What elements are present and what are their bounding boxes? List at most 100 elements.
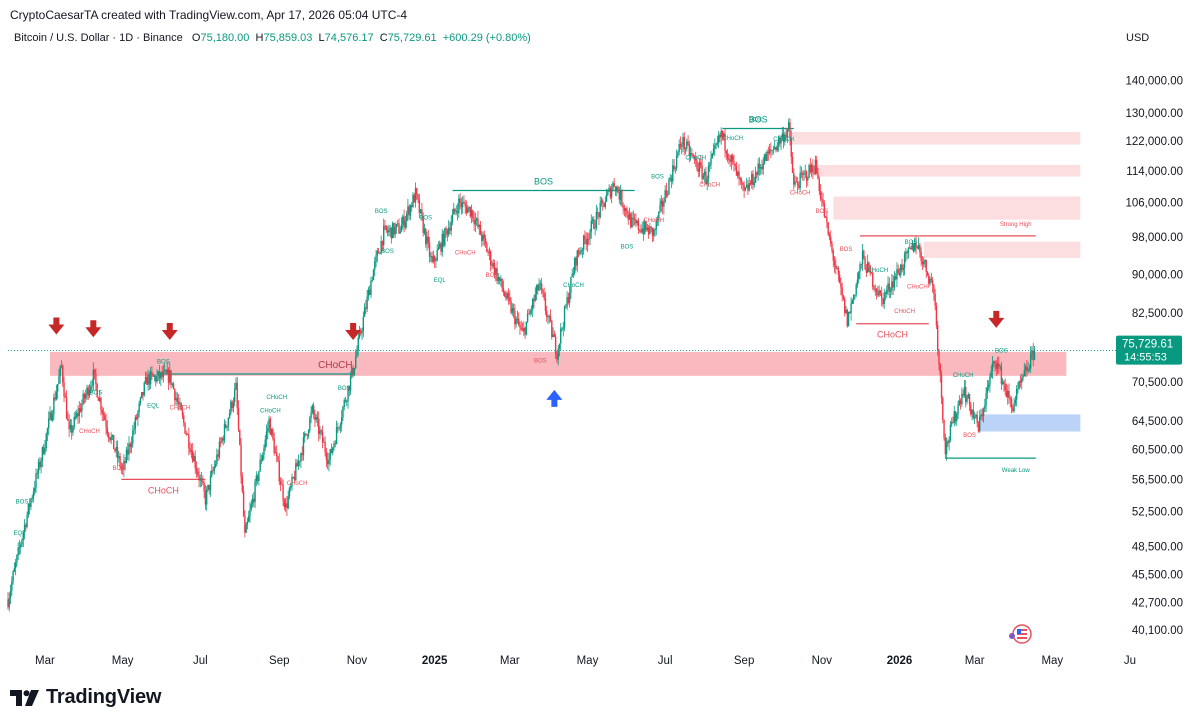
- price-axis[interactable]: 140,000.00 130,000.00 122,000.00 114,000.00…: [1125, 75, 1183, 637]
- currency-label[interactable]: USD: [1126, 32, 1150, 44]
- candle-body-2025-11-05: [826, 217, 828, 223]
- candle-body-2025-07-25: [695, 158, 697, 161]
- symbol-title[interactable]: Bitcoin / U.S. Dollar · 1D · Binance: [14, 32, 183, 44]
- candle-body-2025-08-09: [714, 145, 716, 149]
- candle-body-2024-08-11: [251, 498, 254, 505]
- candle-body-2024-09-08: [287, 496, 289, 509]
- candle-body-2024-07-23: [227, 417, 230, 427]
- candle-body-2024-02-23: [35, 473, 37, 489]
- candle-body-2024-12-05: [399, 231, 401, 234]
- candle-body-2025-10-31: [819, 191, 822, 199]
- candle-body-2025-10-09: [791, 156, 794, 173]
- candle-body-2025-06-13: [641, 228, 643, 233]
- annotation-31: CHoCH: [868, 268, 889, 274]
- candle-body-2025-02-25: [503, 292, 506, 297]
- candle-body-2025-11-11: [833, 260, 836, 266]
- low-label: L: [318, 32, 325, 44]
- candle-body-2024-08-24: [268, 418, 270, 428]
- candle-body-2025-01-01: [433, 256, 436, 262]
- candle-body-2025-07-20: [688, 144, 691, 156]
- candle-body-2024-11-08: [365, 307, 367, 309]
- candle-body-2025-12-16: [878, 290, 880, 296]
- candle-body-2024-02-26: [39, 461, 41, 468]
- candle-body-2024-07-29: [235, 382, 237, 390]
- candle-body-2025-09-03: [745, 184, 748, 188]
- tradingview-logo[interactable]: TradingView: [10, 686, 161, 709]
- candle-body-2024-04-07: [91, 385, 93, 387]
- candle-body-2024-06-16: [180, 403, 182, 411]
- candle-body-2025-03-31: [547, 316, 549, 318]
- candle-body-2026-01-18: [920, 252, 922, 261]
- flag-icon[interactable]: [1009, 624, 1032, 644]
- candle-body-2024-02-29: [42, 447, 45, 454]
- time-axis[interactable]: Mar May Jul Sep Nov 2025 Mar May Jul Sep Nov 2026 Ma…: [35, 655, 1136, 667]
- candle-body-2024-03-16: [63, 382, 65, 397]
- candle-body-2026-04-15: [1031, 350, 1033, 354]
- candle-body-2025-12-13: [874, 288, 876, 290]
- candle-body-2025-09-19: [766, 151, 768, 161]
- candle-body-2025-08-04: [707, 166, 710, 180]
- candle-body-2026-04-08: [1022, 376, 1024, 379]
- candle-body-2024-11-07: [363, 307, 366, 317]
- candle-body-2025-02-23: [501, 278, 503, 289]
- candle-body-2026-02-21: [963, 386, 966, 396]
- candle-body-2025-09-25: [773, 147, 776, 150]
- candle-body-2025-06-24: [655, 219, 657, 230]
- annotation-8: CHoCH: [260, 408, 281, 414]
- y-tick-5: 98,000.00: [1132, 232, 1183, 244]
- candle-body-2024-02-05: [12, 571, 14, 582]
- candle-body-2025-06-08: [635, 219, 637, 224]
- candle-body-2024-07-19: [222, 438, 224, 441]
- candle-body-2026-02-23: [966, 398, 968, 402]
- candle-body-2024-02-27: [40, 460, 42, 468]
- candle-body-2026-03-08: [982, 408, 985, 417]
- candle-body-2024-04-01: [83, 393, 86, 399]
- candle-body-2024-06-01: [161, 372, 163, 377]
- candle-body-2024-02-13: [22, 532, 24, 540]
- candle-body-2025-10-30: [818, 179, 820, 192]
- candle-body-2026-04-03: [1015, 389, 1018, 400]
- candle-body-2025-10-16: [800, 172, 803, 174]
- candle-body-2024-09-10: [290, 486, 292, 488]
- candle-body-2025-08-07: [711, 153, 713, 159]
- candle-body-2026-02-06: [944, 437, 947, 455]
- candle-body-2024-09-17: [298, 460, 301, 462]
- candle-body-2025-07-31: [702, 175, 705, 179]
- candle-body-2024-10-10: [328, 459, 330, 465]
- candle-body-2025-08-22: [730, 155, 733, 162]
- candle-body-2025-01-06: [440, 243, 442, 252]
- candle-body-2024-03-25: [74, 416, 77, 418]
- candle-body-2024-10-09: [326, 459, 329, 465]
- candle-body-2024-03-28: [78, 408, 81, 417]
- price-tag-countdown: 14:55:53: [1124, 352, 1167, 364]
- candle-body-2025-04-01: [548, 316, 550, 317]
- candle-body-2025-03-10: [520, 327, 522, 330]
- candle-body-2024-02-25: [37, 461, 40, 474]
- candle-body-2025-06-30: [663, 202, 665, 207]
- candle-body-2025-10-08: [790, 137, 792, 157]
- candle-body-2024-09-29: [314, 414, 316, 421]
- candle-body-2026-03-14: [990, 370, 992, 377]
- candle-body-2026-02-26: [970, 404, 972, 415]
- candle-body-2026-02-03: [940, 374, 943, 398]
- candle-body-2025-05-07: [594, 227, 596, 229]
- candle-body-2024-04-29: [119, 456, 121, 467]
- candle-body-2024-02-02: [8, 598, 10, 608]
- candle-body-2025-07-21: [689, 153, 692, 156]
- candle-body-2025-09-02: [744, 187, 747, 191]
- candle-body-2025-08-18: [725, 150, 727, 154]
- candle-body-2026-01-30: [935, 305, 938, 326]
- candle-body-2024-11-01: [356, 350, 358, 357]
- candle-body-2024-06-07: [169, 370, 171, 383]
- candle-body-2026-03-09: [984, 405, 986, 409]
- candle-body-2025-03-14: [525, 321, 528, 335]
- candle-body-2026-01-15: [916, 247, 919, 249]
- candle-body-2025-01-04: [437, 247, 440, 251]
- candle-body-2024-06-20: [185, 433, 187, 435]
- x-tick-12: Mar: [965, 655, 985, 667]
- candle-body-2025-12-02: [860, 264, 862, 266]
- y-tick-16: 40,100.00: [1132, 625, 1183, 637]
- candle-body-2024-10-02: [318, 418, 320, 435]
- candle-body-2024-08-06: [245, 524, 247, 533]
